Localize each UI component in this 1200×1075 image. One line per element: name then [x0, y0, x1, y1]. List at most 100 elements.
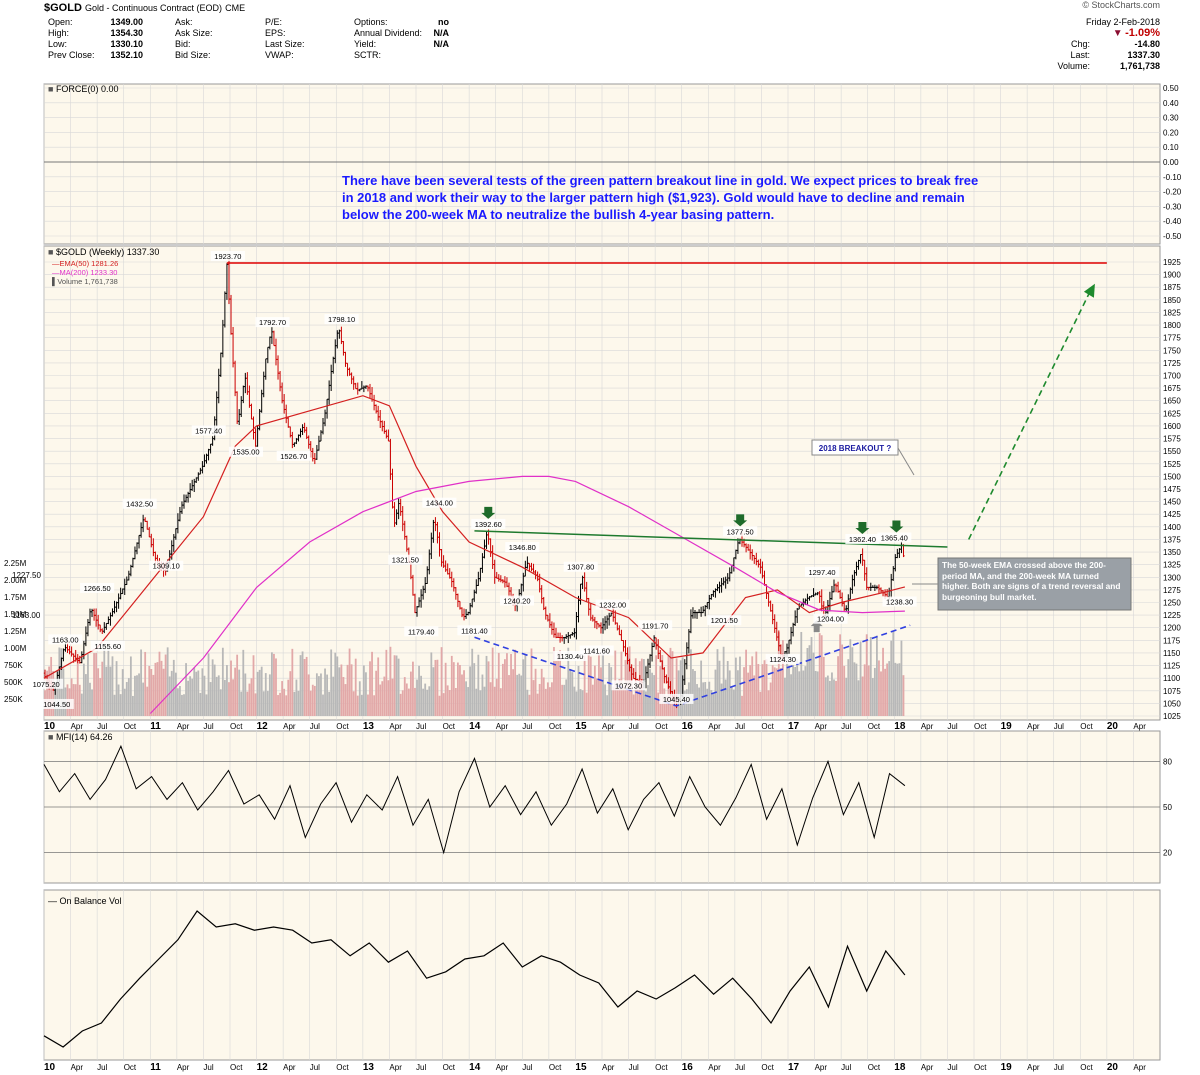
- volume-bar: [833, 679, 835, 716]
- volume-bar: [254, 693, 257, 716]
- ema-note-box: [937, 557, 1132, 611]
- volume-bar: [424, 683, 427, 716]
- volume-bar: [808, 645, 811, 716]
- price-label: 1362.40: [849, 535, 876, 544]
- volume-bar: [647, 685, 649, 716]
- volume-bar: [362, 665, 365, 716]
- volume-bar: [152, 674, 155, 716]
- price-label-bg: [563, 561, 598, 572]
- volume-bar: [185, 663, 187, 716]
- volume-bar: [829, 680, 831, 716]
- volume-bar: [604, 684, 606, 716]
- x-tick-label: Apr: [283, 722, 296, 731]
- x-tick-label: Oct: [230, 1063, 243, 1072]
- volume-tick-label: 1.00M: [4, 644, 27, 653]
- volume-bar: [320, 673, 322, 716]
- chart-title: $GOLD Gold - Continuous Contract (EOD) C…: [44, 2, 245, 14]
- volume-bar: [499, 688, 502, 716]
- volume-bar: [606, 695, 609, 716]
- y-tick-label: 1450: [1163, 498, 1181, 507]
- volume-bar: [215, 676, 218, 716]
- x-tick-label: Jul: [97, 722, 107, 731]
- volume-bar: [442, 693, 445, 716]
- volume-bar: [589, 656, 592, 716]
- quote-value: N/A: [433, 39, 450, 49]
- x-tick-label: 16: [682, 1062, 694, 1073]
- volume-bar: [810, 637, 813, 716]
- volume-bar: [784, 677, 786, 716]
- x-tick-label: Oct: [761, 722, 774, 731]
- volume-bar: [226, 665, 228, 716]
- quote-row: High: 1354.30: [48, 28, 143, 39]
- y-tick-label: 1400: [1163, 523, 1181, 532]
- volume-bar: [365, 672, 367, 716]
- volume-bar: [465, 681, 467, 716]
- volume-bar: [318, 676, 320, 716]
- x-tick-label: Apr: [177, 1063, 190, 1072]
- y-tick-label: 1700: [1163, 372, 1181, 381]
- volume-bar: [487, 661, 490, 716]
- volume-bar: [888, 661, 891, 716]
- down-arrow-icon: [733, 514, 748, 527]
- price-label-bg: [404, 626, 439, 637]
- change-percent: -1.09%: [1125, 27, 1160, 39]
- volume-bar: [193, 667, 196, 716]
- y-tick-label: 1775: [1163, 334, 1181, 343]
- y-tick-label: 0.50: [1163, 84, 1179, 93]
- quote-col-3: P/E: EPS: Last Size: VWAP:: [265, 17, 345, 61]
- volume-bar: [422, 688, 425, 716]
- volume-bar: [356, 695, 359, 716]
- volume-bar: [902, 675, 905, 716]
- volume-bar: [497, 652, 500, 716]
- volume-bar: [211, 659, 214, 716]
- volume-bar: [538, 683, 541, 716]
- x-tick-label: Apr: [708, 1063, 721, 1072]
- volume-bar: [753, 675, 756, 716]
- volume-bar: [164, 654, 167, 716]
- x-tick-label: 18: [894, 721, 906, 732]
- x-tick-label: Oct: [1080, 722, 1093, 731]
- volume-bar: [851, 647, 854, 716]
- volume-bar: [119, 694, 122, 716]
- volume-bar: [884, 668, 886, 716]
- volume-bar: [297, 690, 300, 716]
- price-label: 1535.00: [232, 448, 259, 457]
- x-tick-label: Apr: [389, 722, 402, 731]
- volume-bar: [728, 670, 731, 716]
- volume-bar: [289, 671, 292, 716]
- quote-row: Ask:: [175, 17, 255, 28]
- volume-bar: [871, 678, 874, 716]
- volume-bar: [491, 647, 494, 716]
- axes: 10 10 Apr Apr Jul Jul Oct Oct 11 11 Apr Apr Jul Jul Oc…: [4, 84, 1182, 1073]
- volume-bar: [481, 674, 484, 716]
- volume-bar: [260, 666, 263, 716]
- quote-label: Last Size:: [265, 39, 305, 49]
- volume-bar: [786, 659, 788, 716]
- volume-bar: [855, 663, 858, 716]
- price-label-bg: [471, 518, 506, 529]
- price-bars: [43, 258, 905, 709]
- quote-label: Bid Size:: [175, 50, 211, 60]
- volume-bar: [649, 669, 651, 716]
- quote-col-2: Ask: Ask Size: Bid: Bid Size:: [175, 17, 255, 61]
- y-tick-label: 1625: [1163, 409, 1181, 418]
- price-label-bg: [845, 534, 880, 545]
- quote-row: SCTR:: [354, 50, 449, 61]
- volume-bar: [127, 678, 130, 716]
- volume-bar: [520, 675, 523, 716]
- volume-bar: [755, 651, 758, 716]
- volume-tick-label: 1.25M: [4, 627, 27, 636]
- volume-bar: [430, 652, 433, 716]
- volume-bar: [172, 659, 175, 716]
- price-label-bg: [638, 620, 673, 631]
- quote-label: Options:: [354, 17, 388, 27]
- volume-bar: [581, 690, 584, 716]
- volume-bar: [234, 667, 237, 716]
- volume-bar: [698, 687, 700, 716]
- quote-label: Ask Size:: [175, 28, 213, 38]
- left-price-label: 1163.00: [12, 611, 41, 620]
- breakout-callout: 2018 BREAKOUT ?: [819, 444, 892, 453]
- volume-bar: [898, 663, 901, 716]
- y-tick-label: 1225: [1163, 611, 1181, 620]
- volume-bar: [775, 668, 778, 716]
